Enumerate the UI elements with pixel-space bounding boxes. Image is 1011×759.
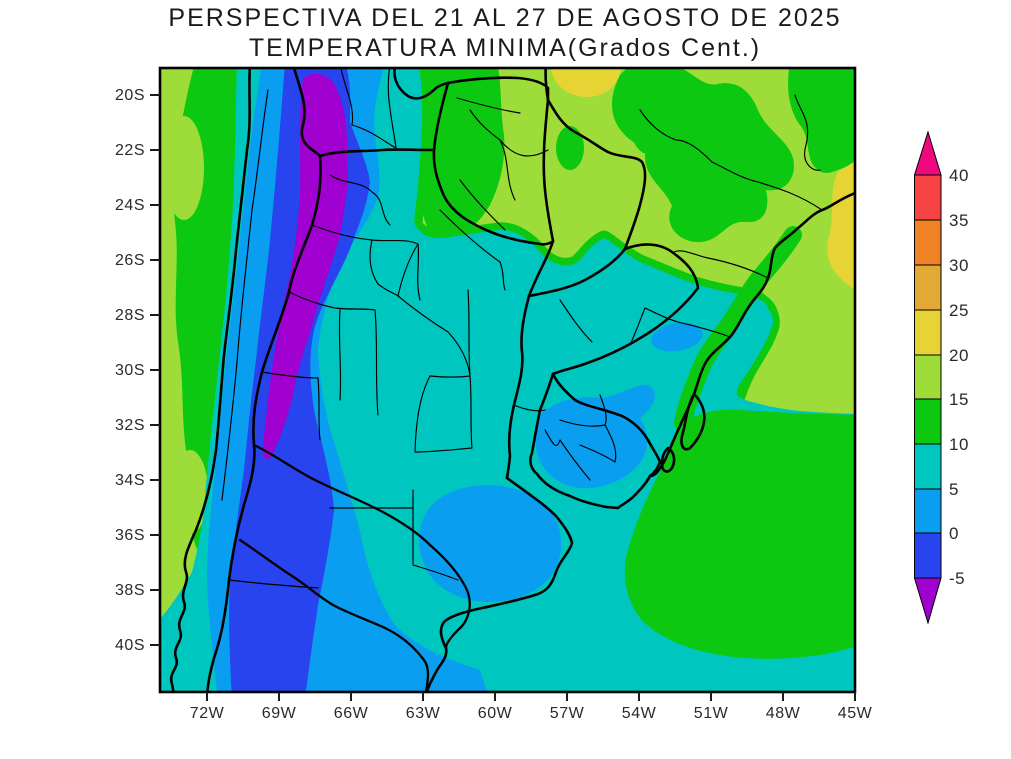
region-paraguay-green-patch-2 xyxy=(556,126,584,170)
region-corrientes-lightblue-ellipse xyxy=(651,322,703,352)
argentina-atlantic-coast xyxy=(425,476,574,692)
argentina-brazil-border xyxy=(551,243,700,376)
x-axis: 72W 69W 66W 63W 60W 57W 54W 51W 48W 45W xyxy=(190,692,873,722)
colorbar-seg-20-25 xyxy=(914,309,942,356)
y-tick-label: 20S xyxy=(115,87,145,104)
region-north-green-tongue xyxy=(414,68,505,240)
y-tick-label: 28S xyxy=(115,307,145,324)
region-south-lightblue-tongue xyxy=(304,651,485,692)
colorbar-tick-label: -5 xyxy=(949,569,965,588)
region-uruguay-lightblue-blob xyxy=(535,385,655,489)
x-tick-label: 48W xyxy=(766,705,801,722)
lagoa-mirim xyxy=(660,446,676,473)
colorbar-seg-15-20 xyxy=(914,354,942,400)
colorbar-seg-5-10 xyxy=(914,443,942,490)
region-yellow-patch-atlantic xyxy=(827,161,855,290)
y-tick-label: 34S xyxy=(115,472,145,489)
bolivia-paraguay-border xyxy=(432,76,555,246)
colorbar-seg-25-30 xyxy=(914,264,942,311)
uruguay-river xyxy=(529,372,555,476)
colorbar-seg-35-40 xyxy=(914,174,942,221)
y-tick-label: 32S xyxy=(115,417,145,434)
region-chile-lightgreen-patch-south xyxy=(172,450,208,534)
x-tick-label: 60W xyxy=(478,705,513,722)
parana-river-border xyxy=(527,247,627,298)
x-tick-label: 66W xyxy=(334,705,369,722)
region-topright-green-corner xyxy=(788,68,855,173)
colorbar-seg-m5-0 xyxy=(914,532,942,579)
map-frame xyxy=(158,66,857,694)
region-brazil-coast-green-strip xyxy=(674,226,802,432)
x-tick-label: 54W xyxy=(622,705,657,722)
chart-title: PERSPECTIVA DEL 21 AL 27 DE AGOSTO DE 20… xyxy=(100,4,910,63)
colorbar-tick-label: 25 xyxy=(949,301,969,320)
rio-negro xyxy=(238,538,430,692)
brazil-paraguay-border xyxy=(546,98,647,251)
colorbar-seg-0-5 xyxy=(914,488,942,534)
colorbar-seg-10-15 xyxy=(914,398,942,445)
colorbar-tick-label: 10 xyxy=(949,435,969,454)
x-tick-label: 72W xyxy=(190,705,225,722)
x-tick-label: 45W xyxy=(838,705,873,722)
y-tick-label: 40S xyxy=(115,637,145,654)
colorbar-arrow-top xyxy=(913,130,942,176)
province-borders xyxy=(221,68,823,589)
paraguay-river xyxy=(527,68,555,298)
map-fill-layers xyxy=(160,68,855,692)
y-tick-label: 26S xyxy=(115,252,145,269)
colorbar-tick-label: 0 xyxy=(949,524,959,543)
colorbar-tick-label: 30 xyxy=(949,256,969,275)
y-axis: 20S 22S 24S 26S 28S 30S 32S 34S 36S 38S … xyxy=(115,87,160,654)
colorbar-tick-label: 40 xyxy=(949,166,969,185)
y-tick-label: 30S xyxy=(115,362,145,379)
colorbar: 40 35 30 25 20 15 10 5 0 -5 xyxy=(913,130,969,625)
region-se-atlantic-green xyxy=(624,409,855,659)
x-tick-label: 51W xyxy=(694,705,729,722)
pilcomayo-river xyxy=(393,68,450,100)
x-tick-label: 63W xyxy=(406,705,441,722)
title-line-2: TEMPERATURA MINIMA(Grados Cent.) xyxy=(248,34,762,62)
colorbar-arrow-bottom xyxy=(913,577,942,625)
y-tick-label: 38S xyxy=(115,582,145,599)
y-tick-label: 36S xyxy=(115,527,145,544)
title-line-1: PERSPECTIVA DEL 21 AL 27 DE AGOSTO DE 20… xyxy=(168,4,842,32)
rio-de-la-plata-north-shore xyxy=(535,472,652,510)
chile-coastline xyxy=(169,68,252,692)
region-brazil-interior-green-mass xyxy=(612,68,794,243)
colorbar-seg-30-35 xyxy=(914,219,942,266)
x-tick-label: 69W xyxy=(262,705,297,722)
region-yellow-patch-top-center xyxy=(550,68,622,98)
x-tick-label: 57W xyxy=(550,705,585,722)
region-chile-lightgreen-patch-north xyxy=(164,116,204,220)
colorbar-tick-label: 20 xyxy=(949,346,969,365)
colorbar-tick-label: 15 xyxy=(949,390,969,409)
brazil-uruguay-border xyxy=(551,372,662,478)
lagoa-dos-patos xyxy=(680,392,706,451)
bolivia-argentina-border xyxy=(318,148,436,158)
colorbar-tick-label: 35 xyxy=(949,211,969,230)
y-tick-label: 24S xyxy=(115,197,145,214)
rio-colorado xyxy=(252,443,471,650)
colorbar-tick-label: 5 xyxy=(949,480,959,499)
region-buenosaires-lightblue-blob xyxy=(419,485,562,602)
brazil-atlantic-coast xyxy=(648,191,855,478)
y-tick-label: 22S xyxy=(115,142,145,159)
region-andes-purple-core xyxy=(262,74,348,459)
